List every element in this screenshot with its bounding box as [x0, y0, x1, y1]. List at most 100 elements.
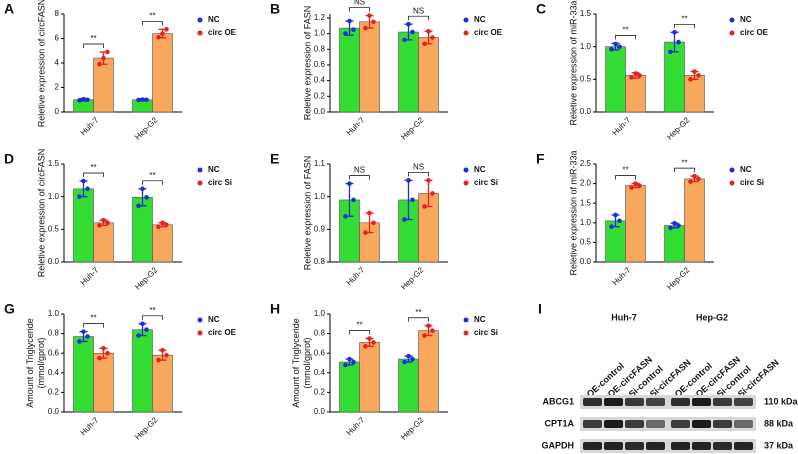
bar	[93, 352, 114, 413]
data-point	[402, 37, 407, 43]
y-tick-label: 0.5	[580, 74, 592, 83]
data-point	[692, 173, 697, 179]
y-tick-label: 0.5	[48, 224, 60, 233]
data-point	[140, 97, 145, 102]
significance-label: **	[681, 158, 687, 167]
data-point	[406, 178, 411, 183]
bar	[132, 329, 153, 413]
blot-strip	[580, 417, 756, 431]
x-tick-label: Huh-7	[611, 265, 633, 287]
y-tick-label: 1.5	[580, 9, 592, 18]
legend-marker	[729, 30, 735, 36]
panel-label: E	[270, 151, 279, 167]
data-point	[672, 29, 677, 35]
y-tick-label: 1.0	[48, 309, 60, 318]
x-tick-label: Huh-7	[79, 115, 101, 137]
x-tick-label: Huh-7	[79, 265, 101, 287]
significance-bracket	[408, 15, 429, 21]
data-point	[430, 328, 435, 333]
data-point	[156, 357, 161, 363]
group-label: Hep-G2	[696, 312, 728, 322]
data-point	[136, 203, 141, 209]
y-axis-label: Reletive expression of circFASN	[36, 149, 46, 278]
data-point	[77, 98, 82, 103]
bar	[339, 361, 360, 413]
blot-band	[671, 398, 690, 406]
legend-marker	[463, 30, 469, 36]
data-point	[101, 55, 106, 61]
data-point	[156, 34, 161, 40]
data-point	[676, 39, 681, 45]
y-tick-label: 2.0	[580, 179, 592, 188]
significance-bracket	[408, 171, 429, 177]
data-point	[426, 323, 431, 329]
x-tick-label: Huh-7	[345, 265, 367, 287]
significance-bracket	[142, 180, 163, 185]
size-label: 37 kDa	[764, 440, 794, 450]
legend-label: NC	[208, 15, 220, 24]
legend-label: circ Si	[208, 178, 232, 187]
bar	[418, 37, 439, 113]
significance-label: **	[90, 314, 96, 323]
y-tick-label: 0.6	[314, 348, 326, 357]
y-tick-label: 0.4	[314, 368, 326, 377]
significance-label: **	[90, 34, 96, 43]
blot-band	[646, 420, 665, 428]
significance-bracket	[674, 23, 695, 29]
data-point	[85, 186, 90, 192]
data-point	[77, 194, 82, 199]
bar	[152, 33, 173, 113]
legend-label: NC	[208, 165, 220, 174]
data-point	[430, 35, 435, 40]
data-point	[363, 230, 368, 235]
data-point	[343, 213, 348, 219]
data-point	[613, 212, 618, 218]
significance-label: **	[149, 11, 155, 20]
y-tick-label: 1.5	[580, 198, 592, 207]
y-axis-label: Reletive expression of FASN	[302, 156, 312, 271]
blot-band	[625, 398, 644, 406]
data-point	[351, 197, 356, 203]
blot-band	[734, 420, 753, 428]
y-tick-label: 0.0	[48, 257, 60, 266]
y-tick-label: 1.1	[314, 159, 326, 168]
data-point	[406, 21, 411, 27]
y-tick-label: 0.8	[314, 44, 326, 53]
data-point	[629, 185, 634, 190]
data-point	[676, 223, 681, 228]
y-tick-label: 1.0	[314, 192, 326, 201]
significance-label: NS	[413, 6, 424, 15]
y-tick-label: 1.0	[580, 218, 592, 227]
data-point	[367, 210, 372, 216]
blot-band	[625, 442, 644, 450]
data-point	[343, 362, 348, 368]
legend-label: NC	[474, 315, 486, 324]
legend-marker	[463, 330, 469, 336]
panel-label: G	[4, 301, 15, 317]
legend-marker	[463, 317, 469, 323]
y-axis-label: Amount of Triglyceride	[291, 318, 301, 408]
row-label: ABCG1	[542, 396, 574, 406]
data-point	[371, 220, 376, 226]
y-tick-label: 0	[55, 107, 60, 116]
data-point	[696, 176, 701, 182]
significance-bracket	[142, 20, 163, 26]
y-tick-label: 0.6	[314, 60, 326, 69]
x-tick-label: Hep-G2	[399, 415, 426, 442]
x-tick-label: Huh-7	[345, 115, 367, 137]
data-point	[77, 339, 82, 344]
bar	[152, 354, 173, 413]
legend-label: circ OE	[208, 328, 237, 337]
y-tick-label: 0.0	[314, 407, 326, 416]
data-point	[371, 340, 376, 345]
bar	[359, 21, 380, 113]
bar	[605, 46, 626, 113]
data-point	[144, 327, 149, 332]
y-axis-label: Amount of Triglyceride	[25, 318, 35, 408]
significance-label: **	[622, 166, 628, 175]
legend-label: circ OE	[740, 28, 769, 37]
bar	[152, 224, 173, 263]
y-tick-label: 0.6	[48, 348, 60, 357]
y-tick-label: 0.8	[314, 257, 326, 266]
panel-label: A	[4, 1, 14, 17]
